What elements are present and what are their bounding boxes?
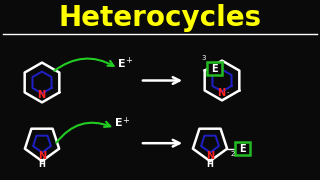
Text: Heterocycles: Heterocycles [59, 4, 261, 32]
Text: E: E [118, 59, 126, 69]
FancyBboxPatch shape [235, 142, 250, 155]
Text: +: + [125, 56, 132, 65]
Text: +: + [122, 116, 129, 125]
Text: E: E [115, 118, 123, 128]
Text: N: N [37, 90, 45, 100]
Text: E: E [212, 64, 218, 74]
Text: H: H [207, 159, 213, 168]
Text: 2: 2 [230, 151, 235, 157]
Text: N: N [217, 88, 225, 98]
Text: E: E [239, 144, 245, 154]
Text: H: H [39, 159, 45, 168]
Text: N: N [38, 151, 46, 161]
Text: N: N [206, 151, 214, 161]
Text: 3: 3 [201, 55, 206, 61]
Text: ..: .. [226, 89, 229, 94]
FancyBboxPatch shape [207, 62, 222, 75]
